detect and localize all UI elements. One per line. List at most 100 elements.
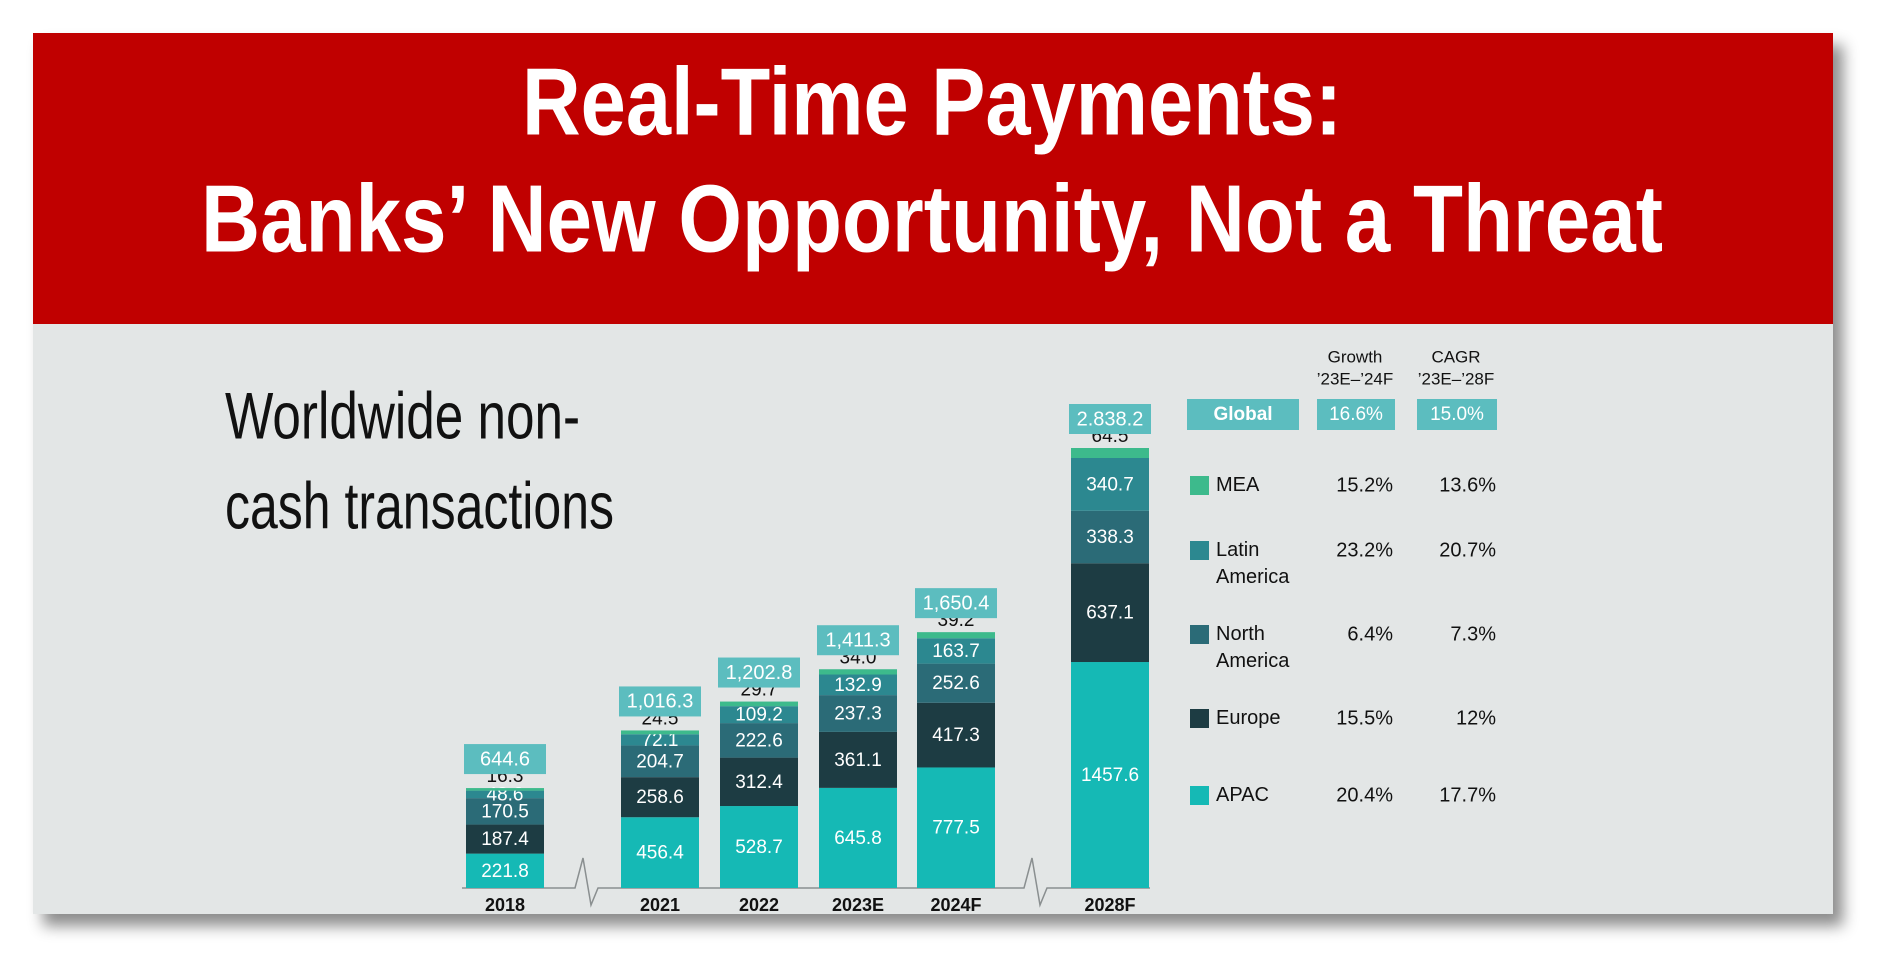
data-label: 645.8 [834,828,882,849]
title-line: Banks’ New Opportunity, Not a Threat [201,165,1663,272]
global-label: Global [1213,404,1272,425]
data-label: 187.4 [481,829,529,850]
growth-value: 15.5% [1336,707,1393,729]
data-label: 456.4 [636,843,684,864]
growth-value: 6.4% [1347,623,1393,645]
data-label: 340.7 [1086,474,1134,495]
x-tick-label: 2024F [930,895,981,915]
cagr-value: 12% [1456,707,1496,729]
column-header: Growth [1328,347,1383,366]
legend-label: MEA [1216,474,1260,496]
bar-segment [720,806,798,888]
bar-segment [621,745,699,778]
bar-segment [819,674,897,696]
total-label: 1,411.3 [825,629,890,651]
bar-segment [917,702,995,768]
growth-value: 15.2% [1336,474,1393,496]
bar-segment [466,788,544,791]
data-label: 170.5 [481,801,529,822]
bar-segment [720,701,798,707]
legend-label: Europe [1216,707,1281,729]
bar-segment [621,777,699,818]
x-tick-label: 2022 [739,895,779,915]
cagr-value: 20.7% [1439,539,1496,561]
data-label: 72.1 [642,730,679,751]
title-line: Real-Time Payments: [522,48,1342,155]
header-band [33,33,1833,324]
data-label: 109.2 [735,705,783,726]
baseline-break [462,857,1150,908]
legend-swatch [1190,541,1209,560]
bar-segment [621,730,699,735]
legend-swatch [1190,709,1209,728]
bar-segment [466,790,544,799]
data-label: 252.6 [932,673,980,694]
x-tick-label: 2018 [485,895,525,915]
x-tick-label: 2023E [832,895,884,915]
bar-segment [466,824,544,854]
data-label: 132.9 [834,675,882,696]
data-label: 237.3 [834,704,882,725]
global-box [1317,399,1395,430]
bar-segment [621,734,699,746]
legend-swatch [1190,625,1209,644]
data-label: 361.1 [834,750,882,771]
bar-segment [720,757,798,807]
total-label: 2.838.2 [1077,408,1144,430]
global-cagr: 15.0% [1430,404,1484,425]
column-header: CAGR [1431,347,1480,366]
bar-segment [917,663,995,703]
bar-segment [819,669,897,675]
bar-segment [1071,510,1149,564]
data-label: 777.5 [932,818,980,839]
bar-segment [720,706,798,724]
bar-segment [1071,448,1149,458]
total-box [1069,404,1151,434]
data-label: 163.7 [932,641,980,662]
data-label: 258.6 [636,787,684,808]
total-box [464,744,546,775]
data-label: 1457.6 [1081,765,1139,786]
bar-segment [1071,563,1149,663]
total-label: 644.6 [480,748,530,770]
cagr-value: 13.6% [1439,474,1496,496]
data-label: 204.7 [636,751,684,772]
total-box [718,657,800,688]
bar-segment [1071,457,1149,511]
global-growth: 16.6% [1329,404,1383,425]
total-box [915,588,997,619]
bar-segment [819,787,897,888]
column-header: ’23E–’28F [1418,369,1495,388]
data-label: 222.6 [735,730,783,751]
bar-segment [720,723,798,758]
bar-segment [466,798,544,825]
legend-label: North America [1216,623,1290,672]
bar-segment [917,638,995,664]
legend-swatch [1190,786,1209,805]
cagr-value: 7.3% [1450,623,1496,645]
x-tick-label: 2028F [1084,895,1135,915]
bar-segment [466,853,544,888]
chart-title: Worldwide non- [225,378,580,452]
chart-title: cash transactions [225,468,614,542]
global-box [1417,399,1497,430]
data-label: 338.3 [1086,527,1134,548]
data-label: 637.1 [1086,603,1134,624]
bar-segment [917,632,995,639]
bar-segment [621,817,699,888]
data-label: 528.7 [735,837,783,858]
bar-segment [819,731,897,788]
legend-label: Latin America [1216,539,1290,588]
cagr-value: 17.7% [1439,784,1496,806]
column-header: ’23E–’24F [1317,369,1394,388]
total-box [817,625,899,656]
data-label: 48.6 [487,784,524,805]
legend-swatch [1190,476,1209,495]
total-label: 1,016.3 [627,691,694,713]
total-box [619,686,701,717]
data-label: 221.8 [481,861,529,882]
data-label: 417.3 [932,725,980,746]
growth-value: 23.2% [1336,539,1393,561]
